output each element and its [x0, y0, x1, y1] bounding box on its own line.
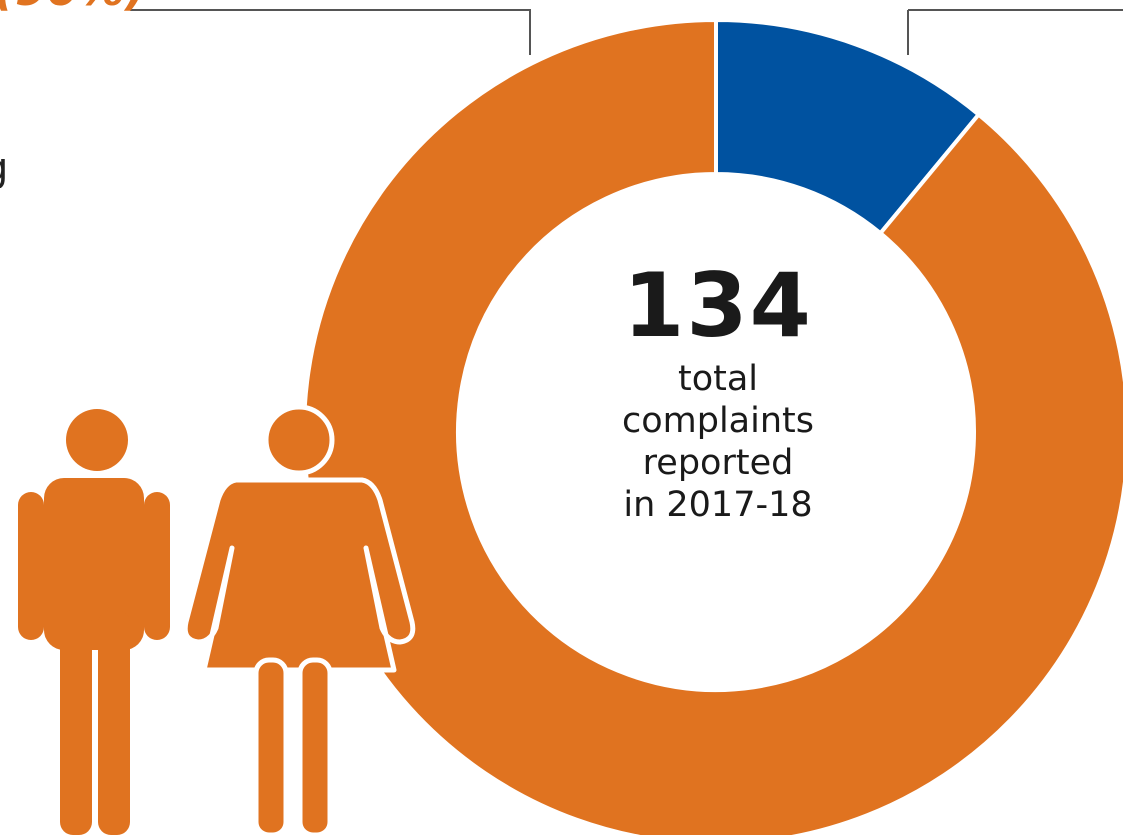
center-total-number: 134: [623, 254, 813, 357]
center-caption-line: reported: [642, 443, 794, 483]
woman-icon: [182, 404, 416, 835]
partial-percent-label: (90%): [0, 0, 146, 12]
center-caption-line: complaints: [621, 401, 814, 441]
people-icons: [18, 404, 416, 835]
partial-side-text: g: [0, 148, 20, 188]
center-caption-line: in 2017-18: [623, 485, 813, 525]
leader-lines: [130, 9, 1123, 55]
man-icon: [18, 409, 170, 835]
donut-slice-2: [302, 17, 1123, 835]
center-caption: total complaints reported in 2017-18: [598, 358, 838, 526]
leader-line-left: [130, 9, 531, 55]
donut-slices: [302, 17, 1123, 835]
center-caption-line: total: [677, 359, 759, 399]
